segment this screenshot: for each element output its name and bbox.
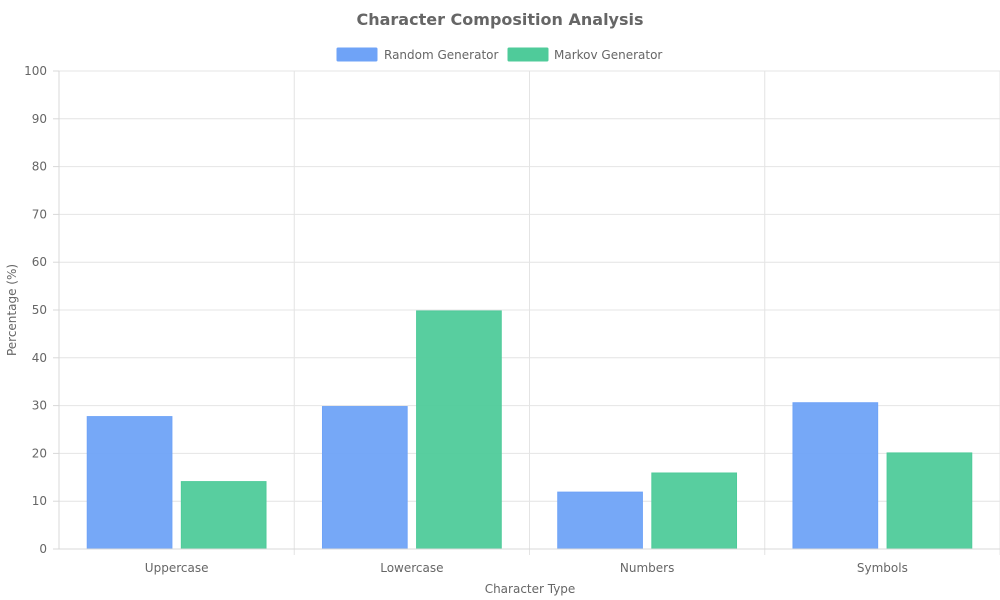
bar-random-lowercase[interactable] (321, 406, 408, 550)
legend: Random Generator Markov Generator (336, 47, 662, 62)
y-tick-label: 70 (32, 207, 47, 221)
x-axis-ticks: Uppercase Lowercase Numbers Symbols (145, 561, 908, 575)
x-axis-label: Character Type (485, 582, 576, 596)
legend-swatch-markov[interactable] (507, 47, 549, 62)
bar-random-numbers[interactable] (557, 491, 643, 550)
bar-markov-uppercase[interactable] (180, 481, 267, 550)
bar-random-symbols[interactable] (792, 402, 879, 550)
y-axis-ticks: 0 10 20 30 40 50 60 70 80 90 100 (24, 64, 59, 556)
y-tick-label: 90 (32, 112, 47, 126)
y-tick-label: 20 (32, 446, 47, 460)
legend-label-random[interactable]: Random Generator (384, 48, 499, 62)
y-tick-label: 30 (32, 399, 47, 413)
legend-label-markov[interactable]: Markov Generator (554, 48, 662, 62)
x-tick-label: Numbers (620, 561, 674, 575)
y-tick-label: 0 (39, 542, 47, 556)
grid-lines (59, 70, 1000, 555)
axes (58, 71, 1000, 550)
bars-group (86, 310, 973, 550)
y-axis-label: Percentage (%) (5, 264, 19, 356)
bar-markov-symbols[interactable] (886, 452, 973, 550)
x-tick-label: Uppercase (145, 561, 209, 575)
bar-markov-lowercase[interactable] (416, 310, 502, 550)
y-tick-label: 100 (24, 64, 47, 78)
y-tick-label: 80 (32, 160, 47, 174)
y-tick-label: 10 (32, 494, 47, 508)
y-tick-label: 50 (32, 303, 47, 317)
bar-markov-numbers[interactable] (651, 472, 738, 550)
x-tick-label: Symbols (857, 561, 908, 575)
chart-title: Character Composition Analysis (356, 10, 643, 29)
y-tick-label: 40 (32, 351, 47, 365)
legend-swatch-random[interactable] (336, 47, 378, 62)
y-tick-label: 60 (32, 255, 47, 269)
x-tick-label: Lowercase (380, 561, 443, 575)
bar-random-uppercase[interactable] (86, 416, 173, 550)
